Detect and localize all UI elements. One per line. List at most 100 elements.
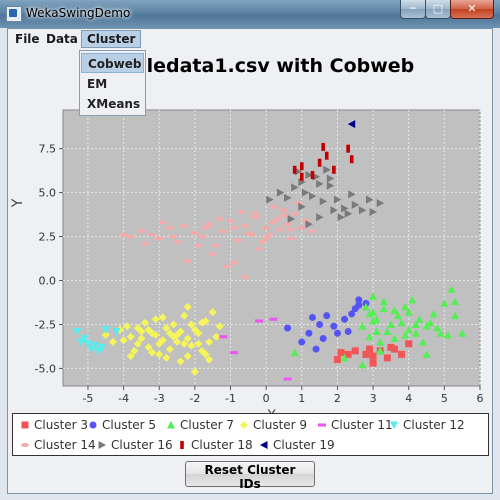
point-cluster-9 — [101, 331, 110, 340]
point-cluster-9 — [205, 338, 214, 347]
legend-label: Cluster 9 — [253, 418, 307, 432]
point-cluster-7 — [415, 315, 424, 323]
point-cluster-5 — [348, 310, 356, 318]
point-cluster-14 — [158, 220, 167, 225]
point-cluster-3 — [390, 345, 398, 353]
point-cluster-16 — [291, 183, 299, 192]
point-cluster-5 — [323, 312, 331, 320]
menu-data[interactable]: Data — [46, 32, 78, 46]
point-cluster-3 — [337, 349, 345, 357]
x-tick-label: -3 — [154, 392, 165, 405]
point-cluster-7 — [397, 318, 406, 327]
point-cluster-12 — [112, 328, 121, 336]
point-cluster-7 — [418, 338, 427, 346]
point-cluster-9 — [183, 302, 192, 311]
point-cluster-5 — [298, 338, 306, 346]
point-cluster-16 — [266, 195, 274, 204]
x-tick-label: 6 — [477, 392, 484, 405]
point-cluster-5 — [319, 335, 327, 343]
x-tick-label: 1 — [298, 392, 305, 405]
point-cluster-14 — [265, 232, 274, 237]
point-cluster-7 — [426, 318, 435, 327]
point-cluster-12 — [94, 347, 103, 355]
legend-label: Cluster 3 — [34, 418, 88, 432]
point-cluster-12 — [91, 342, 100, 350]
menu-file[interactable]: File — [15, 32, 40, 46]
maximize-icon: □ — [432, 2, 444, 15]
point-cluster-7 — [372, 327, 381, 336]
menu-item-xmeans[interactable]: XMeans — [87, 97, 141, 111]
point-cluster-7 — [376, 338, 385, 346]
point-cluster-14 — [169, 234, 178, 239]
point-cluster-7 — [404, 325, 413, 334]
close-button[interactable]: ✕ — [450, 0, 494, 19]
point-cluster-3 — [366, 345, 374, 353]
point-cluster-9 — [137, 334, 146, 343]
menu-bar: File Data Cluster — [8, 29, 492, 49]
point-cluster-3 — [369, 352, 377, 360]
y-tick-label: 5.0 — [39, 187, 57, 200]
point-cluster-9 — [194, 339, 203, 348]
point-cluster-9 — [119, 336, 128, 345]
maximize-button[interactable]: □ — [425, 0, 451, 19]
point-cluster-7 — [358, 360, 367, 369]
point-cluster-14 — [194, 243, 203, 248]
point-cluster-7 — [358, 322, 367, 330]
point-cluster-7 — [440, 299, 449, 307]
cluster-dropdown-menu: Cobweb EM XMeans — [79, 50, 146, 116]
point-cluster-14 — [126, 234, 135, 239]
point-cluster-9 — [165, 329, 174, 338]
reset-cluster-ids-button[interactable]: Reset Cluster IDs — [185, 461, 315, 491]
point-cluster-16 — [366, 195, 374, 204]
point-cluster-9 — [151, 315, 160, 324]
point-cluster-9 — [180, 311, 189, 320]
legend-label: Cluster 18 — [191, 438, 253, 452]
point-cluster-11 — [283, 377, 292, 381]
point-cluster-16 — [316, 179, 324, 188]
point-cluster-14 — [119, 232, 128, 237]
point-cluster-9 — [198, 318, 206, 327]
y-tick-label: 2.5 — [39, 231, 57, 244]
point-cluster-9 — [194, 329, 203, 338]
point-cluster-7 — [451, 297, 460, 306]
point-cluster-12 — [76, 338, 85, 347]
point-cluster-7 — [390, 306, 399, 314]
point-cluster-7 — [404, 308, 413, 316]
point-cluster-9 — [176, 327, 185, 336]
point-cluster-14 — [251, 211, 260, 216]
point-cluster-14 — [251, 215, 260, 220]
point-cluster-5 — [312, 345, 320, 353]
plot-area — [62, 109, 481, 387]
point-cluster-14 — [148, 232, 157, 237]
point-cluster-3 — [398, 350, 406, 358]
point-cluster-16 — [298, 202, 306, 211]
point-cluster-14 — [219, 229, 228, 234]
chart-legend: Cluster 3 Cluster 5 Cluster 7 Cluster 9 Clus… — [12, 413, 489, 456]
menu-cluster[interactable]: Cluster — [81, 30, 142, 48]
point-cluster-14 — [255, 246, 264, 251]
point-cluster-7 — [390, 334, 399, 343]
point-cluster-11 — [255, 319, 264, 323]
point-cluster-16 — [284, 193, 292, 202]
window-title: WekaSwingDemo — [26, 6, 131, 20]
menu-item-cobweb[interactable]: Cobweb — [81, 53, 144, 73]
minimize-button[interactable]: ─ — [400, 0, 426, 19]
point-cluster-14 — [165, 225, 174, 230]
menu-item-em[interactable]: EM — [87, 77, 108, 91]
legend-label: Cluster 5 — [102, 418, 156, 432]
java-app-icon — [6, 6, 22, 22]
point-cluster-16 — [294, 167, 303, 176]
title-bar[interactable]: WekaSwingDemo ─ □ ✕ — [0, 0, 500, 28]
point-cluster-9 — [215, 322, 224, 331]
point-cluster-12 — [83, 340, 92, 348]
point-cluster-18 — [332, 165, 336, 174]
point-cluster-12 — [87, 345, 96, 354]
chart-title: pledata1.csv with Cobweb — [133, 55, 415, 77]
legend-marker-cluster-9 — [240, 421, 248, 429]
point-cluster-3 — [344, 350, 352, 358]
point-cluster-7 — [422, 350, 431, 358]
point-cluster-7 — [433, 323, 442, 332]
point-cluster-9 — [187, 320, 196, 329]
point-cluster-7 — [394, 311, 403, 320]
